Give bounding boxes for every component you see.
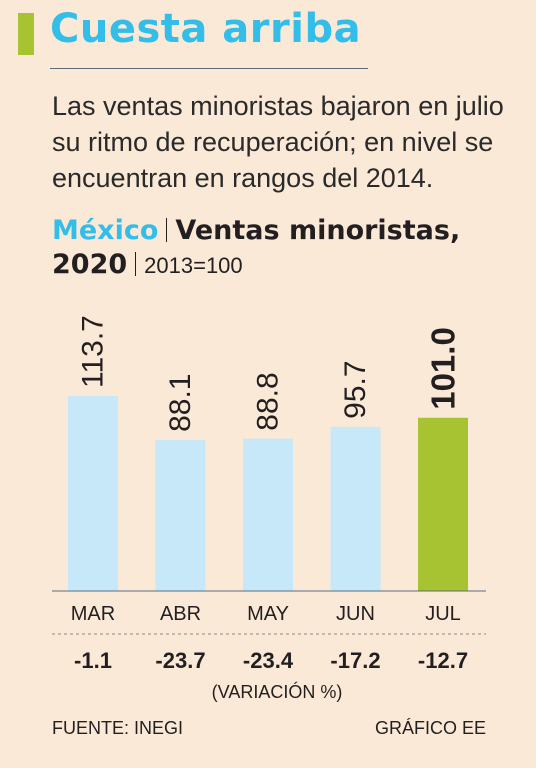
value-label-abr: 88.1 xyxy=(164,374,197,432)
heading-separator xyxy=(166,218,168,242)
chart-subtitle: Las ventas minoristas bajaron en julio s… xyxy=(52,91,504,193)
title-rule xyxy=(50,68,368,69)
heading-year: 2020 xyxy=(52,249,128,280)
heading-separator-2 xyxy=(135,252,137,276)
bars-group xyxy=(68,396,468,591)
variation-label-mar: -1.1 xyxy=(74,648,112,673)
variation-caption: (VARIACIÓN %) xyxy=(211,682,343,702)
heading-indicator: Ventas minoristas, xyxy=(175,215,461,246)
chart-title: Cuesta arriba xyxy=(50,6,362,52)
variation-label-may: -23.4 xyxy=(243,648,294,673)
credit-note: GRÁFICO EE xyxy=(374,718,486,738)
source-note: FUENTE: INEGI xyxy=(52,718,184,738)
value-label-jun: 95.7 xyxy=(339,360,372,418)
value-label-mar: 113.7 xyxy=(77,315,110,388)
variation-label-jul: -12.7 xyxy=(418,648,468,673)
variation-label-jun: -17.2 xyxy=(330,648,380,673)
bar-jul xyxy=(418,417,468,591)
category-label-abr: ABR xyxy=(160,603,201,625)
bar-abr xyxy=(155,439,206,591)
heading-country: México xyxy=(52,215,159,246)
title-accent-bar xyxy=(18,13,34,55)
chart-heading: México Ventas minoristas, 2020 2013=100 xyxy=(52,214,522,283)
value-label-may: 88.8 xyxy=(252,372,285,430)
category-label-may: MAY xyxy=(247,603,289,625)
bar-mar xyxy=(68,396,118,591)
heading-base: 2013=100 xyxy=(144,253,243,278)
value-label-jul: 101.0 xyxy=(425,327,462,410)
bar-jun xyxy=(330,426,381,591)
category-label-mar: MAR xyxy=(71,603,115,625)
variation-label-abr: -23.7 xyxy=(155,648,205,673)
bar-may xyxy=(243,438,293,591)
category-label-jun: JUN xyxy=(336,603,375,625)
category-label-jul: JUL xyxy=(425,603,461,625)
labels-group: 113.7 MAR -1.1 88.1 ABR -23.7 88.8 MAY -23.4 95.7… xyxy=(71,315,468,673)
